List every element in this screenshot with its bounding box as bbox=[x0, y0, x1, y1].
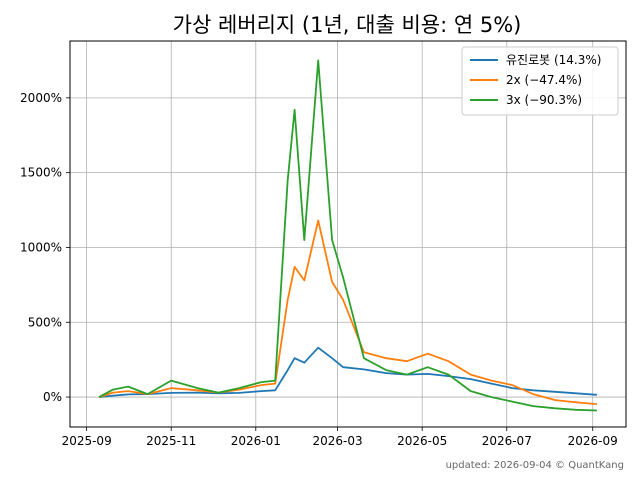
footer-note: updated: 2026-09-04 © QuantKang bbox=[446, 460, 624, 471]
y-tick-label: 2000% bbox=[20, 91, 62, 105]
grid-lines bbox=[70, 41, 626, 427]
series-line-0 bbox=[99, 346, 597, 398]
x-tick-label: 2026-03 bbox=[313, 434, 363, 448]
series-lines bbox=[98, 59, 597, 412]
x-tick-label: 2025-11 bbox=[146, 434, 196, 448]
legend-label: 3x (−90.3%) bbox=[506, 93, 582, 107]
axis-ticks: 2025-09 2025-11 2026-01 2026-03 2026-05 2026-… bbox=[20, 91, 618, 448]
legend-label: 2x (−47.4%) bbox=[506, 73, 582, 87]
y-tick-label: 0% bbox=[43, 390, 62, 404]
x-tick-label: 2025-09 bbox=[62, 434, 112, 448]
chart-title: 가상 레버리지 (1년, 대출 비용: 연 5%) bbox=[173, 13, 522, 37]
series-line-2 bbox=[98, 59, 597, 412]
plot-area-frame bbox=[69, 40, 627, 428]
x-tick-label: 2026-05 bbox=[397, 434, 447, 448]
series-line-1 bbox=[98, 219, 597, 405]
y-tick-label: 500% bbox=[28, 315, 62, 329]
y-tick-label: 1000% bbox=[20, 240, 62, 254]
x-tick-label: 2026-01 bbox=[231, 434, 281, 448]
x-tick-label: 2026-07 bbox=[482, 434, 532, 448]
legend-box bbox=[461, 46, 619, 116]
legend-label: 유진로봇 (14.3%) bbox=[506, 53, 601, 67]
x-tick-label: 2026-09 bbox=[568, 434, 618, 448]
y-tick-label: 1500% bbox=[20, 166, 62, 180]
legend: 유진로봇 (14.3%) 2x (−47.4%) 3x (−90.3%) bbox=[461, 46, 619, 116]
